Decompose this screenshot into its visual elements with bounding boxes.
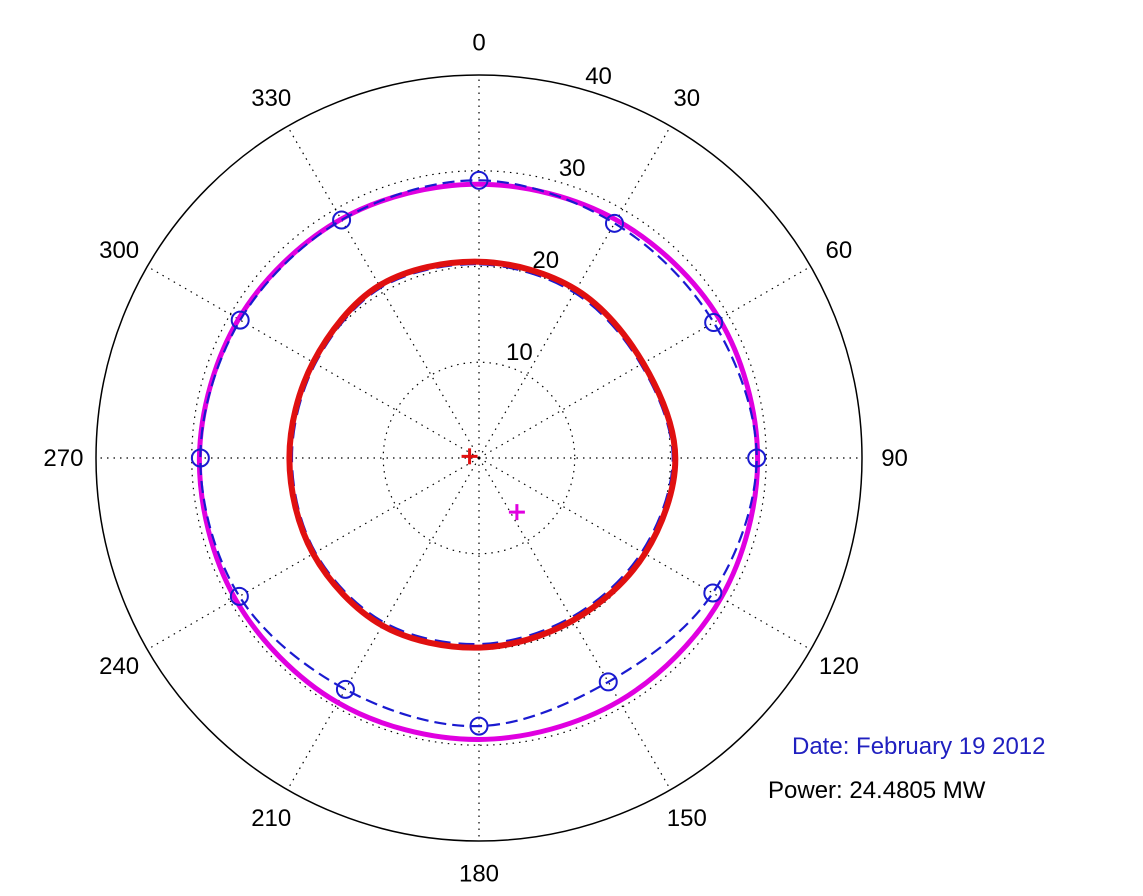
grid-circle-20 (286, 265, 672, 651)
center-plus-marker (508, 504, 525, 521)
angle-tick-label: 300 (99, 237, 139, 264)
outer-circle (95, 74, 863, 842)
radial-tick-label: 30 (559, 155, 586, 182)
series-marker (604, 213, 624, 233)
marker-layer (190, 170, 767, 736)
date-label: Date: February 19 2012 (792, 733, 1046, 760)
spoke-60 (478, 265, 811, 459)
series-marker (703, 583, 723, 603)
series-marker (229, 586, 249, 606)
spoke-240 (147, 457, 480, 651)
series-marker (230, 310, 250, 330)
angle-tick-label: 150 (667, 805, 707, 832)
series-line-2 (286, 258, 679, 651)
angle-tick-label: 90 (881, 445, 908, 472)
series-marker (190, 448, 210, 468)
spoke-150 (478, 457, 672, 790)
series-marker (747, 448, 767, 468)
radial-tick-label: 40 (585, 63, 612, 90)
spoke-300 (147, 265, 480, 459)
radial-tick-label: 20 (532, 247, 559, 274)
spoke-330 (286, 126, 480, 459)
angle-tick-label: 180 (459, 861, 499, 888)
angle-tick-label: 330 (251, 85, 291, 112)
series-layer (196, 179, 761, 743)
series-marker (332, 210, 352, 230)
spoke-120 (478, 457, 811, 651)
spoke-30 (478, 126, 672, 459)
series-marker (335, 679, 355, 699)
radial-tick-label: 10 (506, 339, 533, 366)
series-marker (469, 170, 489, 190)
polar-grid (95, 74, 863, 842)
series-line-1 (199, 179, 758, 728)
angle-tick-label: 240 (99, 653, 139, 680)
center-plus-marker (461, 448, 478, 465)
angle-tick-label: 210 (251, 805, 291, 832)
tick-label-layer: 0 30 60 90 120 150 180 210 240 270 300 330 10 20 30 40 (43, 29, 907, 887)
angle-tick-label: 0 (472, 29, 485, 56)
series-line-0 (196, 181, 761, 743)
series-marker (704, 313, 724, 333)
grid-circle-10 (382, 361, 576, 555)
angle-tick-label: 60 (826, 237, 853, 264)
series-marker (598, 672, 618, 692)
power-label: Power: 24.4805 MW (768, 777, 986, 804)
spoke-210 (286, 457, 480, 790)
series-marker (469, 716, 489, 736)
angle-tick-label: 120 (819, 653, 859, 680)
angle-tick-label: 270 (43, 445, 83, 472)
angle-tick-label: 30 (673, 85, 700, 112)
